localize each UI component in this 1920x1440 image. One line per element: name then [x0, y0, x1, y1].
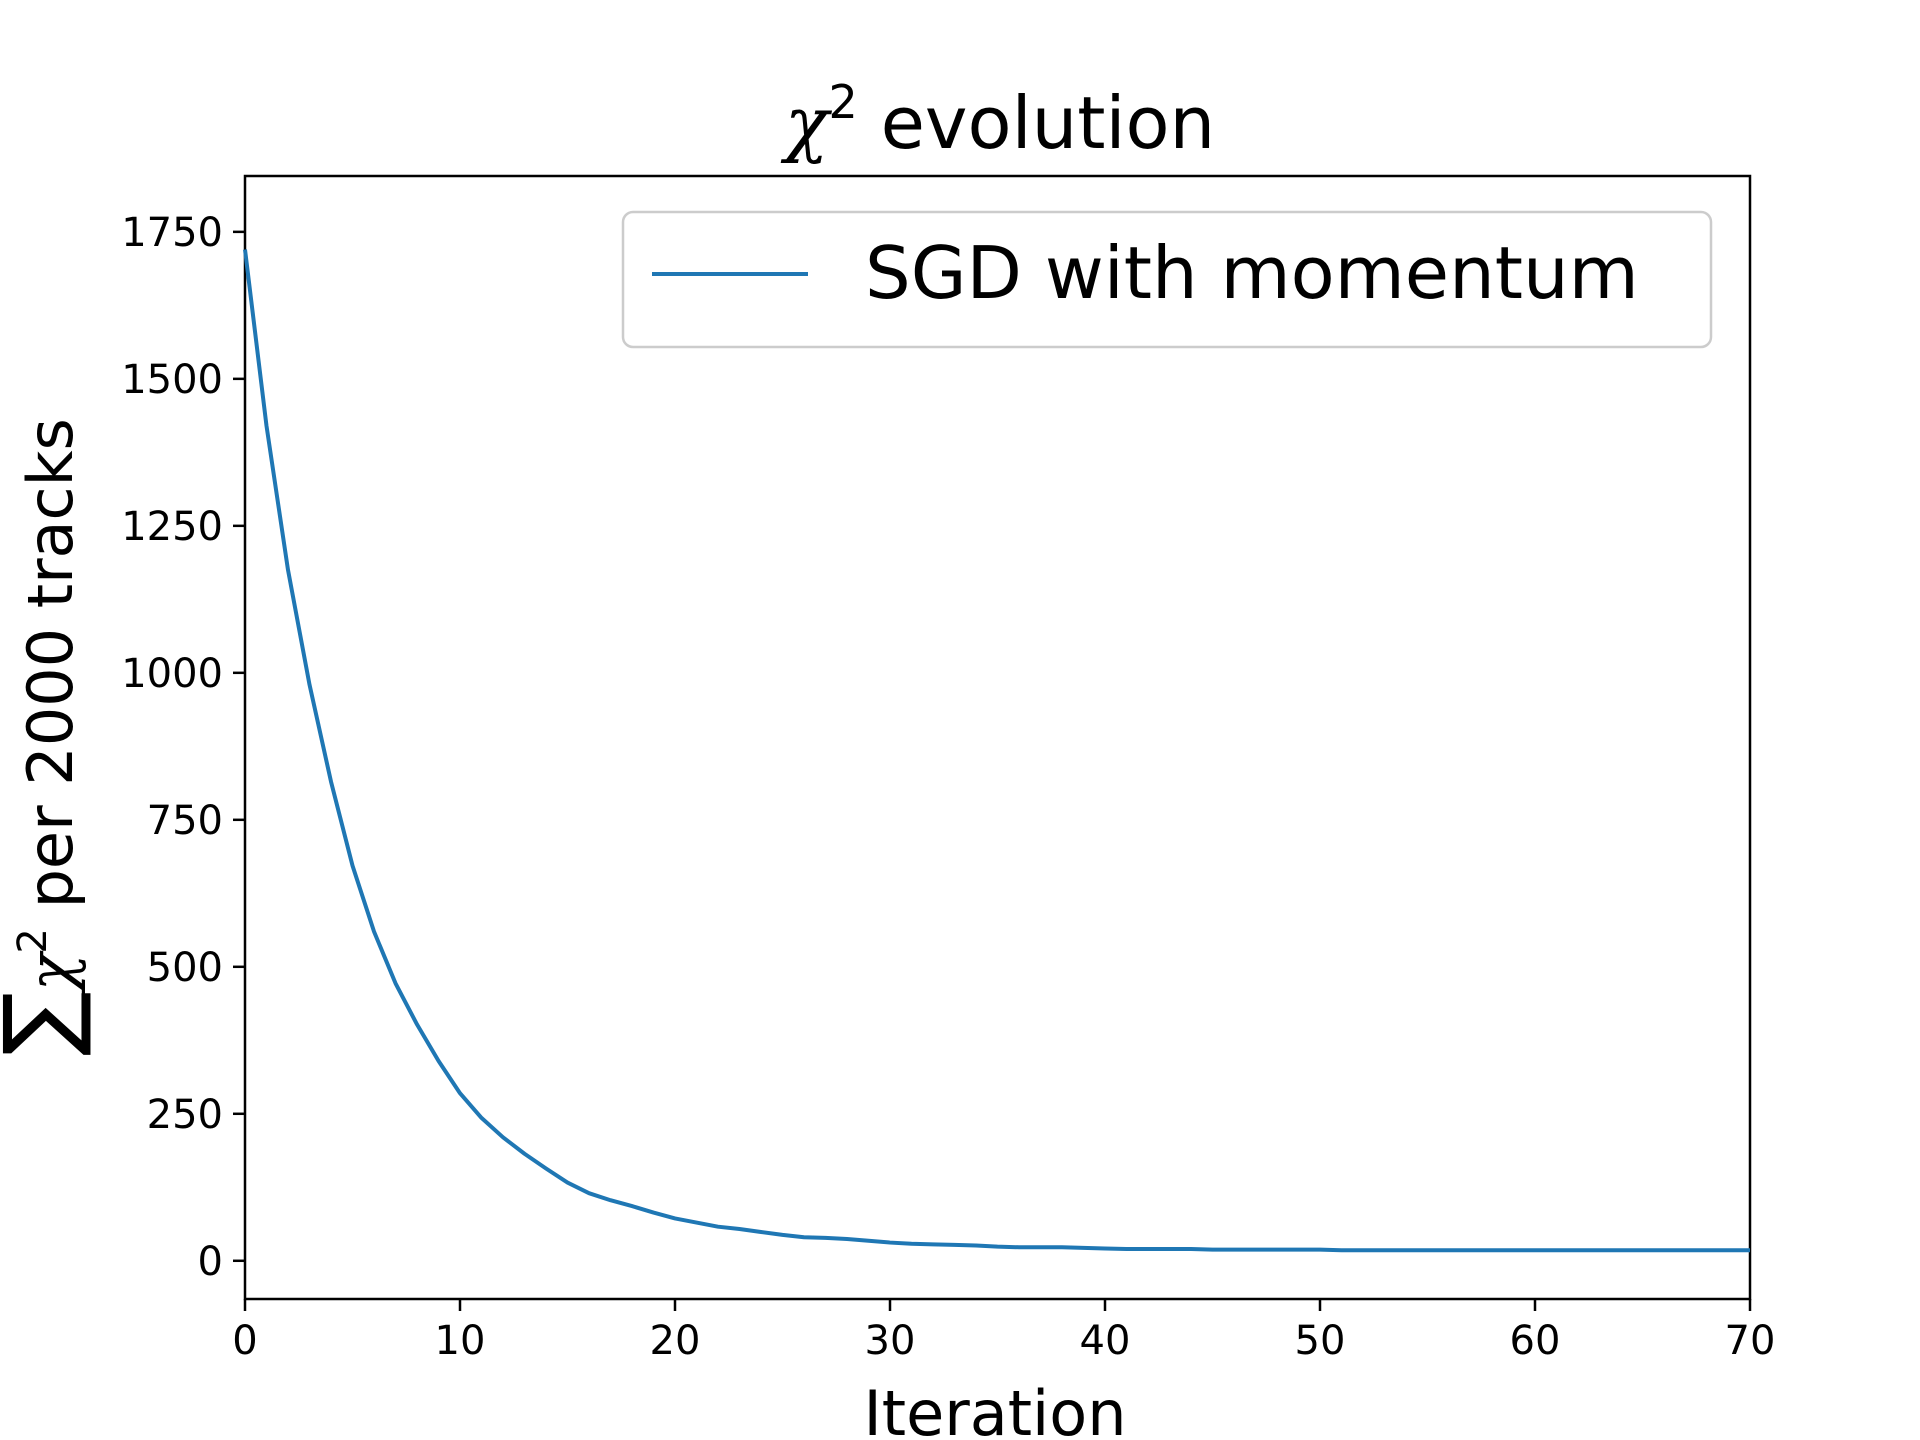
y-tick-label: 1000 — [121, 651, 223, 697]
y-tick-label: 0 — [198, 1239, 223, 1285]
y-axis-label: ∑χ2 per 2000 tracks — [0, 418, 95, 1056]
x-tick-label: 60 — [1510, 1318, 1561, 1364]
x-tick-label: 70 — [1725, 1318, 1776, 1364]
x-tick-label: 10 — [435, 1318, 486, 1364]
y-tick-label: 1250 — [121, 504, 223, 550]
y-tick-label: 1500 — [121, 357, 223, 403]
title-sup: 2 — [828, 75, 857, 129]
x-tick-label: 20 — [650, 1318, 701, 1364]
y-label-sum: ∑ — [0, 991, 95, 1056]
y-tick-label: 1750 — [121, 210, 223, 256]
x-axis-label: Iteration — [864, 1377, 1127, 1440]
y-label-chi: χ — [14, 950, 87, 995]
title-chi: χ — [780, 81, 833, 165]
series-line-0 — [243, 249, 1750, 1253]
legend-box — [621, 210, 1713, 349]
y-tick-label: 250 — [147, 1092, 223, 1138]
x-tick-label: 50 — [1295, 1318, 1346, 1364]
title-rest: evolution — [858, 81, 1215, 165]
chart-title: χ2 evolution — [780, 75, 1215, 165]
y-label-rest: per 2000 tracks — [14, 418, 87, 928]
x-tick-label: 40 — [1080, 1318, 1131, 1364]
x-axis-ticks: 0 10 20 30 40 50 60 70 — [232, 1299, 1775, 1364]
legend-label: SGD with momentum — [865, 231, 1639, 315]
legend: SGD with momentum — [621, 210, 1713, 349]
y-axis-ticks: 0 250 500 750 1000 1250 1500 1750 — [121, 210, 245, 1285]
y-label-sup: 2 — [10, 928, 56, 953]
y-tick-label: 500 — [147, 945, 223, 991]
series-layer — [243, 249, 1750, 1253]
y-tick-label: 750 — [147, 798, 223, 844]
plot-area — [243, 174, 1752, 1301]
x-tick-label: 30 — [865, 1318, 916, 1364]
x-tick-label: 0 — [232, 1318, 257, 1364]
